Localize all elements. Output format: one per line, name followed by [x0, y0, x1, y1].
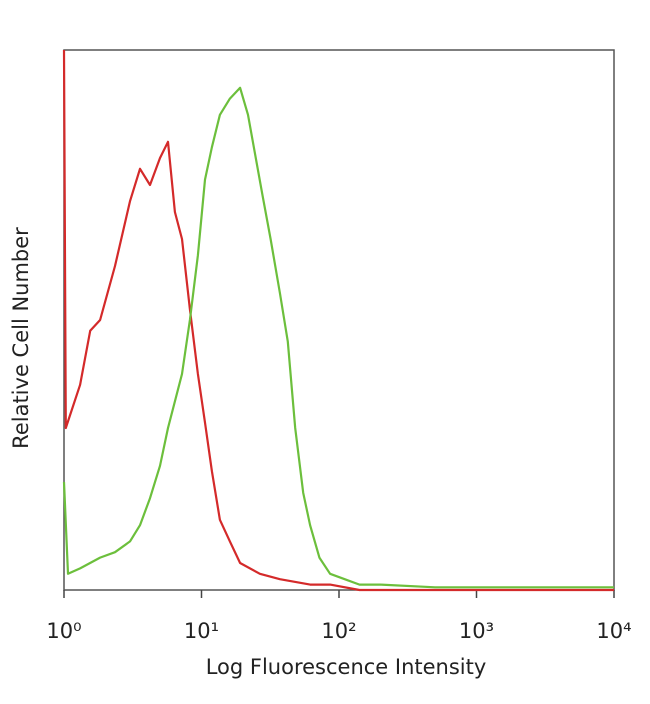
- histogram-line: [62, 86, 614, 589]
- x-tick-label: 10²: [321, 619, 356, 643]
- x-axis-label: Log Fluorescence Intensity: [206, 655, 487, 679]
- y-axis-label: Relative Cell Number: [9, 227, 33, 449]
- histogram-line: [62, 49, 614, 592]
- x-tick-label: 10⁰: [46, 619, 81, 643]
- x-tick-label: 10¹: [184, 619, 219, 643]
- x-tick-label: 10⁴: [596, 619, 631, 643]
- x-tick-label: 10³: [459, 619, 494, 643]
